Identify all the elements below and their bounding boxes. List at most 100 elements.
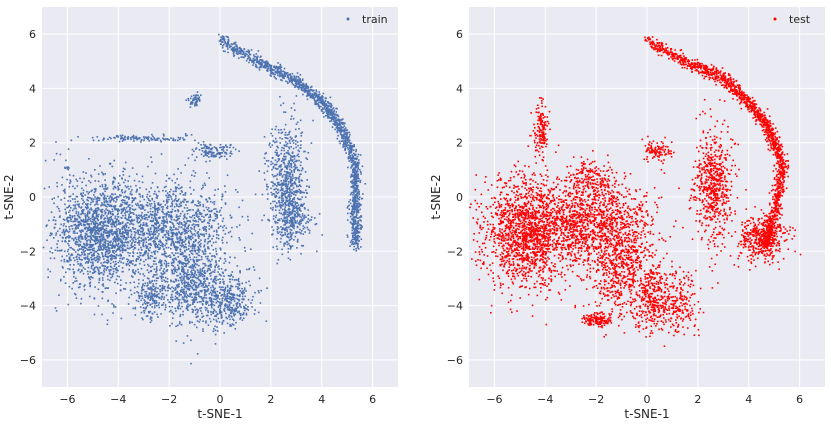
data-point <box>84 224 86 226</box>
data-point <box>283 220 285 222</box>
data-point <box>94 298 96 300</box>
data-point <box>210 311 212 313</box>
data-point <box>239 272 241 274</box>
data-point <box>254 309 256 311</box>
data-point <box>57 250 59 252</box>
data-point <box>123 235 125 237</box>
data-point <box>130 229 132 231</box>
data-point <box>121 209 123 211</box>
data-point <box>184 276 186 278</box>
data-point <box>218 268 220 270</box>
data-point <box>195 285 197 287</box>
data-point <box>157 316 159 318</box>
data-point <box>283 150 285 152</box>
data-point <box>120 284 122 286</box>
data-point <box>119 260 121 262</box>
data-point <box>299 224 301 226</box>
data-point <box>213 279 215 281</box>
data-point <box>208 234 210 236</box>
data-point <box>114 282 116 284</box>
data-point <box>157 210 159 212</box>
data-point <box>299 176 301 178</box>
data-point <box>226 293 228 295</box>
data-point <box>112 312 114 314</box>
data-point <box>173 245 175 247</box>
data-point <box>292 183 294 185</box>
data-point <box>243 312 245 314</box>
data-point <box>238 281 240 283</box>
data-point <box>231 316 233 318</box>
data-point <box>143 206 145 208</box>
data-point <box>127 219 129 221</box>
data-point <box>99 227 101 229</box>
data-point <box>172 291 174 293</box>
data-point <box>177 287 179 289</box>
data-point <box>128 204 130 206</box>
data-point <box>176 259 178 261</box>
data-point <box>126 226 128 228</box>
data-point <box>104 201 106 203</box>
data-point <box>92 250 94 252</box>
data-point <box>205 230 207 232</box>
data-point <box>165 216 167 218</box>
data-point <box>297 170 299 172</box>
data-point <box>198 225 200 227</box>
data-point <box>177 293 179 295</box>
data-point <box>207 209 209 211</box>
data-point <box>77 263 79 265</box>
data-point <box>241 291 243 293</box>
data-point <box>186 238 188 240</box>
data-point <box>167 239 169 241</box>
data-point <box>277 248 279 250</box>
data-point <box>106 269 108 271</box>
data-point <box>222 272 224 274</box>
data-point <box>171 252 173 254</box>
data-point <box>80 223 82 225</box>
data-point <box>293 193 295 195</box>
data-point <box>210 287 212 289</box>
data-point <box>219 211 221 213</box>
data-point <box>304 207 306 209</box>
data-point <box>163 200 165 202</box>
data-point <box>188 282 190 284</box>
data-point <box>190 271 192 273</box>
data-point <box>147 166 149 168</box>
data-point <box>222 279 224 281</box>
data-point <box>275 206 277 208</box>
data-point <box>177 256 179 258</box>
data-point <box>295 129 297 131</box>
data-point <box>291 229 293 231</box>
data-point <box>193 170 195 172</box>
data-point <box>230 307 232 309</box>
data-point <box>290 219 292 221</box>
data-point <box>66 207 68 209</box>
data-point <box>280 180 282 182</box>
data-point <box>168 247 170 249</box>
data-point <box>142 283 144 285</box>
data-point <box>293 148 295 150</box>
data-point <box>107 243 109 245</box>
data-point <box>292 210 294 212</box>
data-point <box>214 203 216 205</box>
data-point <box>293 239 295 241</box>
data-point <box>288 153 290 155</box>
data-point <box>139 252 141 254</box>
data-point <box>139 242 141 244</box>
data-point <box>214 267 216 269</box>
data-point <box>277 231 279 233</box>
data-point <box>99 259 101 261</box>
data-point <box>127 261 129 263</box>
data-point <box>195 297 197 299</box>
data-point <box>112 183 114 185</box>
data-point <box>218 318 220 320</box>
data-point <box>239 304 241 306</box>
data-point <box>68 253 70 255</box>
data-point <box>137 252 139 254</box>
data-point <box>136 173 138 175</box>
data-point <box>154 288 156 290</box>
data-point <box>154 215 156 217</box>
data-point <box>271 169 273 171</box>
data-point <box>156 268 158 270</box>
data-point <box>207 310 209 312</box>
data-point <box>290 136 292 138</box>
